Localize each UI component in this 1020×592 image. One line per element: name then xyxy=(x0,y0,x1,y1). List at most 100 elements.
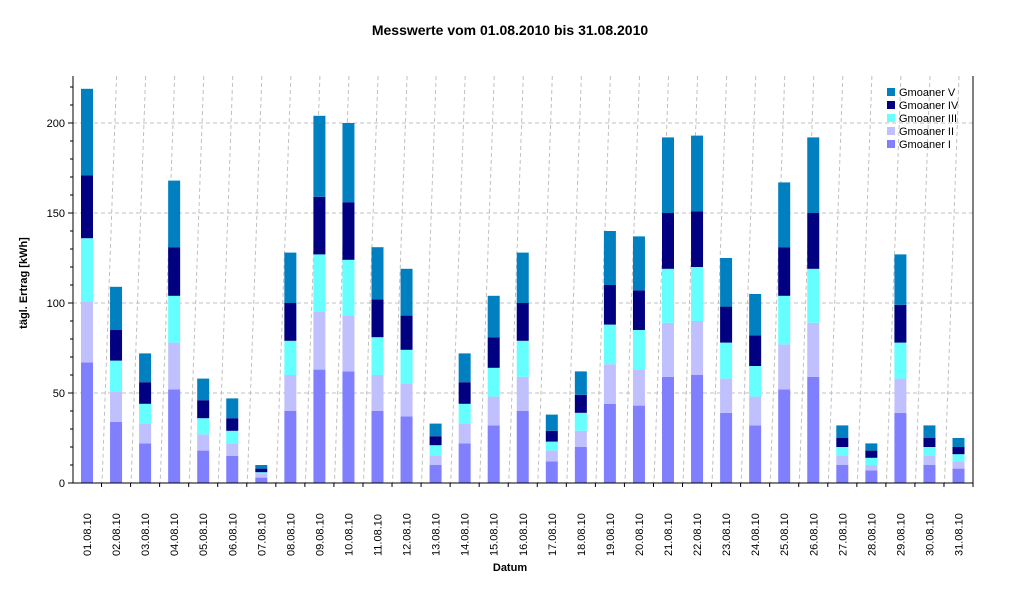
bar-segment xyxy=(603,403,616,483)
bar-segment xyxy=(691,321,704,375)
bar-segment xyxy=(778,182,791,248)
bar-segment xyxy=(516,340,529,377)
bar-segment xyxy=(226,443,239,456)
bar-segment xyxy=(632,369,645,406)
y-tick-label: 200 xyxy=(47,118,65,130)
x-tick-label: 23.08.10 xyxy=(721,513,733,556)
y-axis-label: tägl. Ertrag [kWh] xyxy=(18,237,30,329)
legend-item: Gmoaner III xyxy=(899,113,957,125)
x-tick-label: 09.08.10 xyxy=(314,513,326,556)
bar-segment xyxy=(371,375,384,411)
x-tick-label: 14.08.10 xyxy=(460,513,472,556)
bar-segment xyxy=(691,267,704,321)
bar-segment xyxy=(545,441,558,451)
bar-segment xyxy=(632,290,645,330)
bar-segment xyxy=(371,299,384,338)
bar-segment xyxy=(720,412,733,483)
x-axis-label: Datum xyxy=(492,562,528,574)
bar-segment xyxy=(691,375,704,483)
bar-segment xyxy=(458,403,471,424)
bar-segment xyxy=(284,252,297,303)
x-tick-label: 04.08.10 xyxy=(169,513,181,556)
x-tick-label: 18.08.10 xyxy=(576,513,588,556)
bar-segment xyxy=(487,337,500,368)
bar-segment xyxy=(632,236,645,291)
bar-segment xyxy=(168,247,181,296)
bar-segment xyxy=(662,376,674,483)
bar-segment xyxy=(197,450,210,483)
bar-segment xyxy=(284,340,297,375)
x-tick-label: 22.08.10 xyxy=(692,513,704,556)
bar-segment xyxy=(168,295,181,343)
bar-segment xyxy=(81,301,93,363)
bar-segment xyxy=(168,180,181,248)
chart-title: Messwerte vom 01.08.2010 bis 31.08.2010 xyxy=(371,22,649,38)
bar-segment xyxy=(749,294,762,336)
bar-segment xyxy=(574,430,587,447)
bar-segment xyxy=(342,123,355,203)
bar-segment xyxy=(923,456,936,465)
x-tick-label: 16.08.10 xyxy=(518,513,530,556)
legend-item: Gmoaner I xyxy=(899,139,951,151)
x-tick-label: 26.08.10 xyxy=(808,513,820,556)
bar-segment xyxy=(342,315,355,372)
bar-segment xyxy=(516,376,529,411)
bar-segment xyxy=(110,360,123,392)
bar-segment xyxy=(487,396,500,426)
bar-segment xyxy=(807,322,820,377)
bar-segment xyxy=(603,231,616,285)
bar-segment xyxy=(545,450,558,462)
bar-segment xyxy=(429,465,442,483)
bar-segment xyxy=(197,434,210,451)
x-tick-label: 17.08.10 xyxy=(547,513,559,556)
bar-segment xyxy=(255,468,268,473)
bar-segment xyxy=(778,389,791,483)
bar-segment xyxy=(139,443,152,483)
bar-segment xyxy=(313,312,326,370)
bar-segment xyxy=(749,425,762,483)
bar-segment xyxy=(603,364,616,404)
bar-segment xyxy=(749,366,762,397)
bar-segment xyxy=(749,335,762,366)
bar-segment xyxy=(81,88,93,176)
x-tick-label: 01.08.10 xyxy=(82,513,94,556)
bar-segment xyxy=(197,418,210,435)
bar-segment xyxy=(110,421,123,483)
x-tick-label: 19.08.10 xyxy=(605,513,617,556)
bar-segment xyxy=(574,394,587,413)
bar-segment xyxy=(720,258,733,307)
bar-segment xyxy=(458,353,471,383)
bar-segment xyxy=(168,389,181,483)
bar-segment xyxy=(952,468,965,483)
bar-segment xyxy=(923,465,936,483)
bar-segment xyxy=(836,456,849,465)
bar-segment xyxy=(894,342,907,379)
y-tick-label: 150 xyxy=(47,208,65,220)
bar-segment xyxy=(255,465,268,469)
x-tick-label: 10.08.10 xyxy=(343,513,355,556)
bar-segment xyxy=(226,456,239,483)
bar-segment xyxy=(632,405,645,483)
bar-segment xyxy=(342,202,355,260)
bar-segment xyxy=(371,337,384,375)
bar-segment xyxy=(662,268,674,323)
bar-segment xyxy=(429,456,442,465)
bar-segment xyxy=(865,465,878,471)
bar-segment xyxy=(603,324,616,365)
bar-segment xyxy=(574,371,587,395)
bar-segment xyxy=(371,411,384,483)
bar-segment xyxy=(371,247,384,300)
bar-segment xyxy=(778,295,791,345)
bar-segment xyxy=(197,400,210,419)
bar-segment xyxy=(662,137,674,213)
bar-segment xyxy=(836,447,849,456)
bar-segment xyxy=(894,254,907,305)
bar-segment xyxy=(778,247,791,296)
bar-segment xyxy=(110,330,123,361)
bar-segment xyxy=(139,353,152,383)
bar-segment xyxy=(894,304,907,343)
bar-segment xyxy=(139,403,152,424)
bar-segment xyxy=(516,411,529,483)
x-tick-label: 21.08.10 xyxy=(663,513,675,556)
bar-segment xyxy=(168,342,181,390)
